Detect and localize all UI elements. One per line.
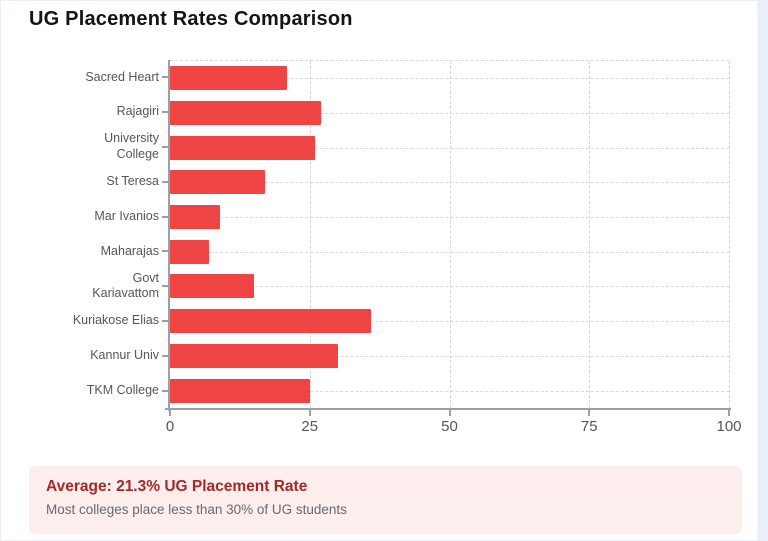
scrollbar-track[interactable] [757,1,767,540]
bar[interactable] [170,101,321,126]
bar[interactable] [170,343,338,368]
bar-row [170,165,729,200]
y-axis-label: Rajagiri [116,104,159,119]
bar[interactable] [170,205,221,230]
category-gridline [170,286,729,288]
x-tick-label: 75 [580,418,598,435]
summary-subtext: Most colleges place less than 30% of UG … [46,502,347,517]
x-tick-mark [448,410,451,416]
bar[interactable] [170,239,210,264]
vertical-gridline [309,61,311,408]
y-tick-mark [162,111,169,114]
y-axis-label: Mar Ivanios [94,208,159,223]
bar[interactable] [170,274,254,299]
y-axis-label: University College [104,131,159,161]
category-gridline [170,390,729,392]
x-tick-label: 0 [165,418,175,435]
y-axis-label: TKM College [86,382,159,397]
category-gridline [170,251,729,253]
y-tick-mark [162,215,169,218]
y-tick-mark [162,320,169,322]
y-axis-labels: Sacred Heart Rajagiri University College St… [29,60,159,408]
bar-row [170,61,729,96]
y-axis-label: Sacred Heart [85,69,159,84]
vertical-gridline [449,61,451,408]
bar-row [170,269,729,304]
y-tick-mark [162,389,169,392]
x-tick-mark [588,410,591,416]
y-axis-label: St Teresa [106,173,159,188]
y-axis-line [168,60,170,411]
summary-headline: Average: 21.3% UG Placement Rate [46,478,308,495]
bar-row [170,234,729,269]
bar-row [170,373,729,408]
category-gridline [170,321,729,323]
bar[interactable] [170,309,372,334]
y-tick-mark [162,180,169,183]
bar-chart: Sacred Heart Rajagiri University College St… [29,60,742,438]
y-tick-mark [162,250,169,253]
category-gridline [170,217,729,219]
bar-row [170,304,729,339]
y-axis-label: Kuriakose Elias [72,313,159,328]
bar-row [170,96,729,131]
category-gridline [170,182,729,184]
y-axis-label: Maharajas [100,243,159,258]
y-axis-label: Kannur Univ [90,347,159,362]
y-axis-label: Govt Kariavattom [92,270,159,301]
y-tick-mark [162,354,169,357]
x-tick-label: 50 [441,418,458,435]
x-axis-line [165,408,731,410]
y-tick-mark [162,146,169,148]
vertical-gridline [729,61,730,408]
bar-row [170,339,729,374]
y-tick-mark [162,76,169,79]
x-tick-label: 25 [301,418,319,435]
category-gridline [170,113,729,115]
x-tick-label: 100 [716,418,742,435]
bar[interactable] [170,135,316,160]
vertical-gridline [589,61,591,408]
bar[interactable] [170,378,310,403]
category-gridline [170,78,729,80]
x-tick-mark [728,410,730,416]
x-tick-mark [308,410,311,416]
category-gridline [170,147,729,149]
bar[interactable] [170,170,266,195]
summary-card: Average: 21.3% UG Placement Rate Most co… [29,466,742,534]
y-tick-mark [162,285,169,288]
category-gridline [170,355,729,357]
x-tick-mark [169,410,171,416]
bar[interactable] [170,66,288,91]
plot-area [170,60,730,408]
bar-row [170,130,729,165]
bar-row [170,200,729,235]
page-title: UG Placement Rates Comparison [29,8,353,30]
